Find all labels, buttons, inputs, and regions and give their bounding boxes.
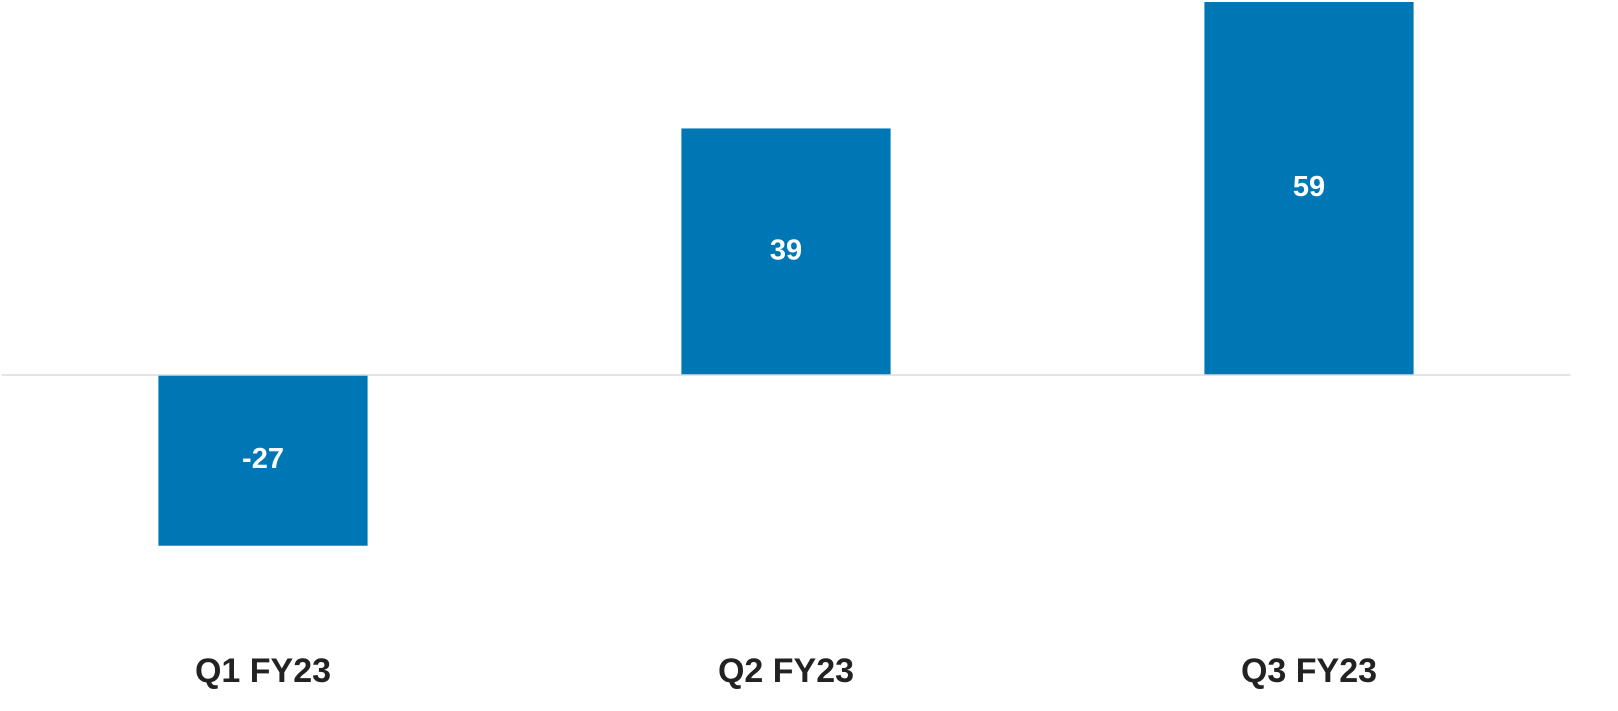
bar [158, 375, 368, 546]
x-tick-label: Q1 FY23 [195, 652, 331, 690]
x-tick-label: Q2 FY23 [718, 652, 854, 690]
x-tick-label: Q3 FY23 [1241, 652, 1377, 690]
data-label: -27 [242, 443, 284, 475]
data-label: 39 [770, 234, 802, 266]
bar [681, 128, 891, 376]
bar [1204, 2, 1414, 376]
data-label: 59 [1293, 171, 1325, 203]
